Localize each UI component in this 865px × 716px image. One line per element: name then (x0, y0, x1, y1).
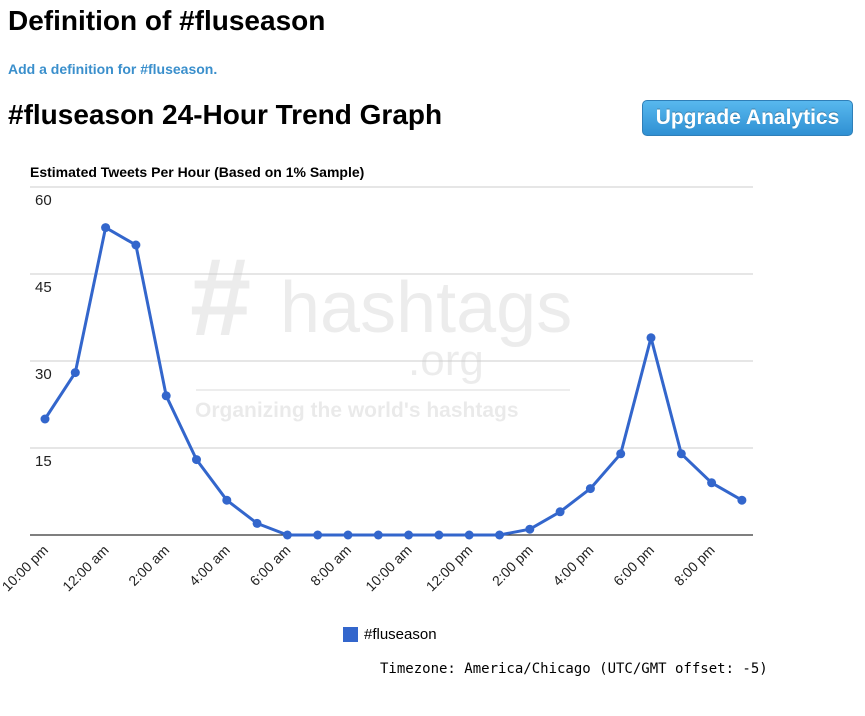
timezone-note: Timezone: America/Chicago (UTC/GMT offse… (380, 661, 768, 677)
x-tick-label: 4:00 am (186, 542, 233, 589)
x-tick-label: 2:00 am (125, 542, 172, 589)
y-tick-label: 45 (35, 279, 52, 296)
data-point (555, 507, 565, 517)
data-point (40, 414, 50, 424)
data-point (373, 530, 383, 540)
legend-swatch (343, 626, 358, 642)
data-point (707, 478, 717, 488)
x-tick-label: 2:00 pm (489, 542, 536, 589)
data-point (70, 368, 80, 378)
y-tick-label: 30 (35, 366, 52, 383)
add-definition-link[interactable]: Add a definition for #fluseason. (8, 61, 218, 77)
data-point (585, 484, 595, 494)
x-tick-label: 12:00 am (59, 542, 112, 595)
x-tick-label: 8:00 pm (671, 542, 718, 589)
x-tick-label: 10:00 pm (0, 542, 51, 595)
x-axis-labels: 10:00 pm 12:00 am 2:00 am 4:00 am 6:00 am 8:0… (0, 542, 718, 595)
data-point (222, 495, 232, 505)
x-tick-label: 8:00 am (307, 542, 354, 589)
watermark: # hashtags .org Organizing the world's h… (190, 236, 572, 422)
data-point (131, 240, 141, 250)
data-point (282, 530, 292, 540)
data-point (616, 449, 626, 459)
data-point (464, 530, 474, 540)
legend-label: #fluseason (364, 625, 437, 643)
data-point (434, 530, 444, 540)
data-point (495, 530, 504, 540)
trend-graph-title: #fluseason 24-Hour Trend Graph (8, 99, 443, 130)
y-tick-label: 15 (35, 453, 52, 470)
series-line (43, 226, 743, 537)
y-tick-label: 60 (35, 192, 52, 209)
watermark-hash: # (190, 236, 251, 359)
watermark-tagline: Organizing the world's hashtags (195, 399, 519, 422)
data-point (676, 449, 686, 459)
x-tick-label: 4:00 pm (549, 542, 596, 589)
data-point (252, 518, 262, 528)
chart-title: Estimated Tweets Per Hour (Based on 1% S… (30, 164, 365, 180)
page-title: Definition of #fluseason (8, 5, 326, 36)
x-tick-label: 6:00 pm (610, 542, 657, 589)
series-fluseason (40, 223, 747, 540)
data-point (737, 495, 747, 505)
data-point (404, 530, 414, 540)
y-axis-labels: 15 30 45 60 (35, 192, 52, 470)
data-point (313, 530, 323, 540)
watermark-logo: hashtags (280, 268, 572, 348)
data-point (525, 524, 535, 534)
x-tick-label: 12:00 pm (423, 542, 476, 595)
data-point (192, 455, 201, 465)
legend: #fluseason (343, 625, 437, 643)
x-tick-label: 6:00 am (246, 542, 293, 589)
upgrade-analytics-button[interactable]: Upgrade Analytics (642, 100, 853, 136)
data-point (343, 530, 353, 540)
data-point (646, 333, 656, 343)
data-point (101, 223, 111, 233)
x-tick-label: 10:00 am (362, 542, 415, 595)
data-point (161, 391, 171, 401)
trend-chart: # hashtags .org Organizing the world's h… (0, 186, 753, 595)
